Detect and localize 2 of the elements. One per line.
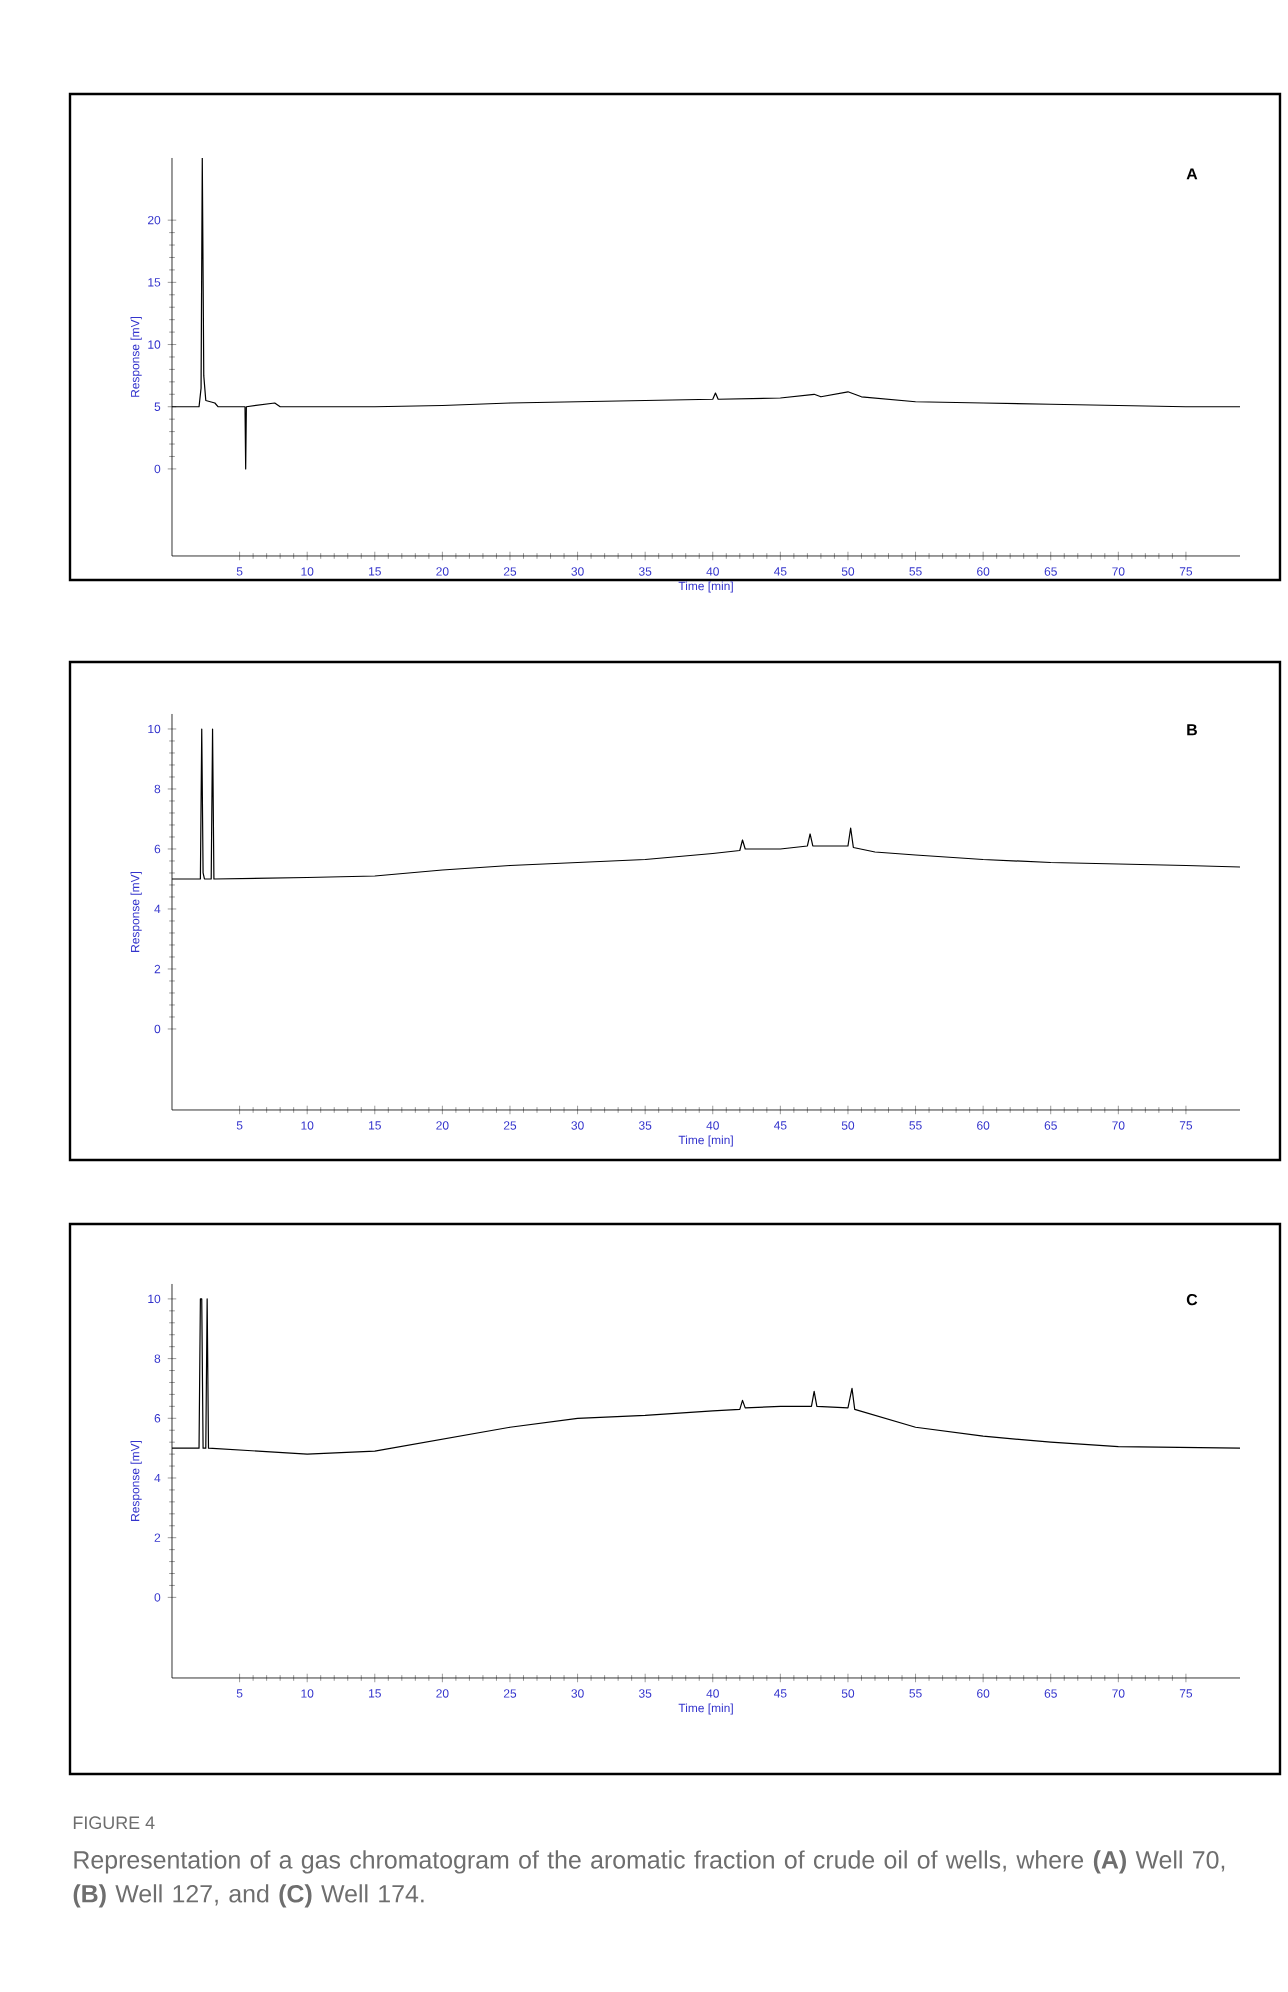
caption: FIGURE 4 [73, 1816, 155, 1830]
text: Representation of a gas chromatogram of the aromatic fraction of crude oil of wells, where (A) Well 70, (B) Well 127, and (C) Well 174. [73, 1850, 1225, 1908]
